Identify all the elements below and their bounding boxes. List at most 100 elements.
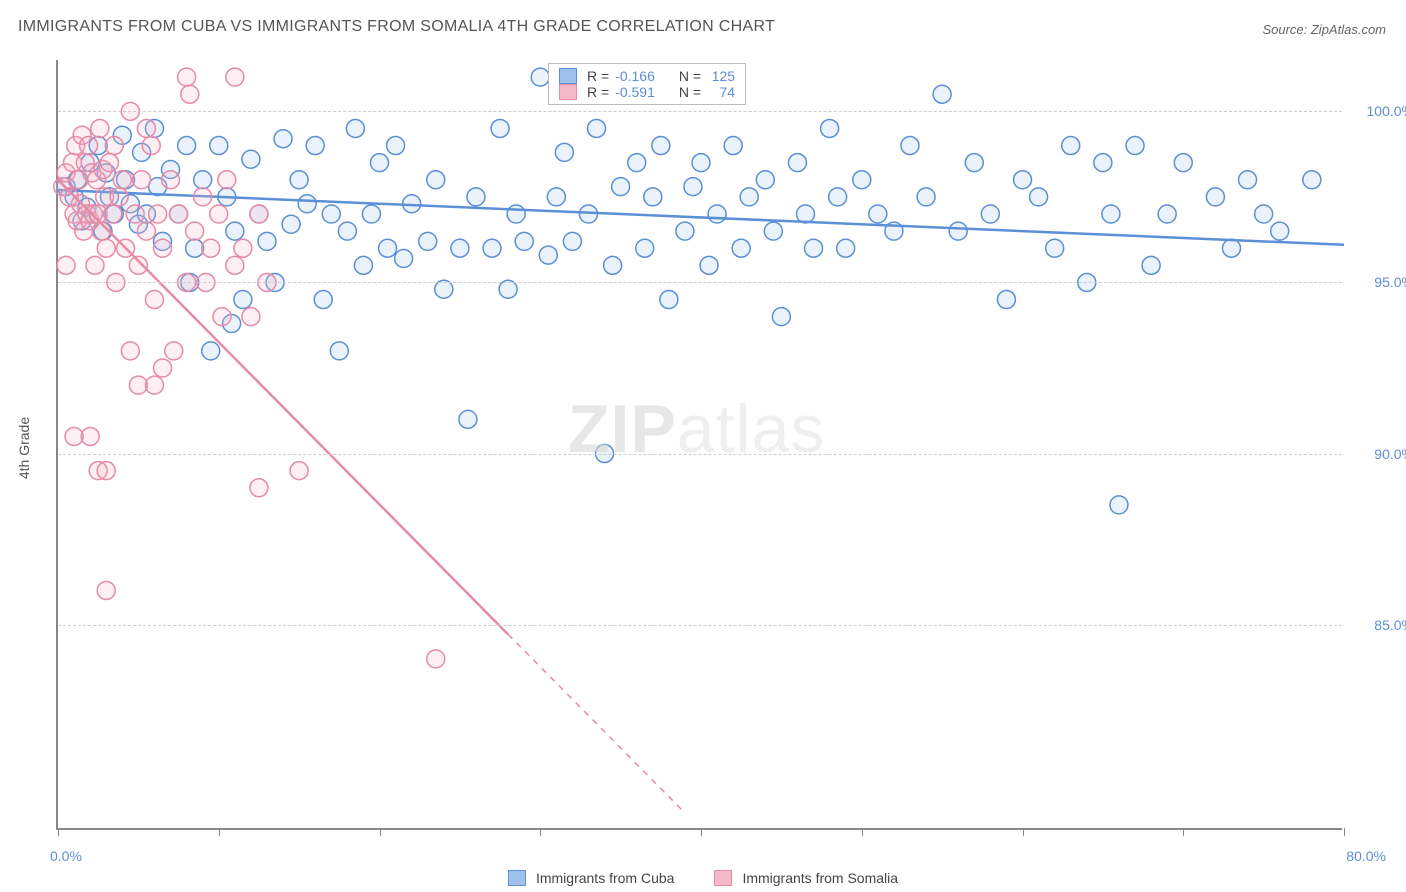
data-point [933,85,951,103]
data-point [1206,188,1224,206]
data-point [604,256,622,274]
legend-row-cuba: R = -0.166 N = 125 [559,68,735,84]
data-point [636,239,654,257]
data-point [467,188,485,206]
data-point [805,239,823,257]
xtick [701,828,702,836]
data-point [732,239,750,257]
data-point [829,188,847,206]
data-point [354,256,372,274]
bottom-legend: Immigrants from Cuba Immigrants from Som… [508,870,898,886]
data-point [1102,205,1120,223]
data-point [1222,239,1240,257]
ytick-label: 100.0% [1354,103,1406,119]
data-point [186,222,204,240]
data-point [459,410,477,428]
r-label: R = [587,68,609,84]
data-point [1142,256,1160,274]
data-point [145,291,163,309]
data-point [213,308,231,326]
data-point [178,137,196,155]
data-point [202,342,220,360]
data-point [242,308,260,326]
data-point [869,205,887,223]
grid-line [58,111,1342,112]
data-point [153,239,171,257]
data-point [129,256,147,274]
n-label: N = [679,68,701,84]
data-point [250,479,268,497]
bottom-legend-somalia-label: Immigrants from Somalia [742,870,898,886]
data-point [65,427,83,445]
data-point [145,376,163,394]
chart-title: IMMIGRANTS FROM CUBA VS IMMIGRANTS FROM … [18,18,775,36]
data-point [242,150,260,168]
data-point [362,205,380,223]
data-point [338,222,356,240]
data-point [97,581,115,599]
data-point [379,239,397,257]
data-point [1094,154,1112,172]
xtick [862,828,863,836]
data-point [330,342,348,360]
data-point [129,376,147,394]
data-point [796,205,814,223]
data-point [97,239,115,257]
data-point [965,154,983,172]
data-point [837,239,855,257]
data-point [371,154,389,172]
data-point [314,291,332,309]
data-point [202,239,220,257]
data-point [149,205,167,223]
data-point [1030,188,1048,206]
data-point [788,154,806,172]
legend-swatch-cuba [559,68,577,84]
xtick [540,828,541,836]
grid-line [58,454,1342,455]
xtick [219,828,220,836]
data-point [764,222,782,240]
data-point [210,137,228,155]
data-point [81,427,99,445]
data-point [612,178,630,196]
data-point [1062,137,1080,155]
data-point [1303,171,1321,189]
n-value-cuba: 125 [707,68,735,84]
x-max-label: 80.0% [1346,848,1386,864]
data-point [322,205,340,223]
data-point [676,222,694,240]
data-point [250,205,268,223]
data-point [981,205,999,223]
data-point [483,239,501,257]
data-point [194,188,212,206]
source-attribution: Source: ZipAtlas.com [1262,22,1386,37]
data-point [451,239,469,257]
data-point [949,222,967,240]
data-point [427,650,445,668]
data-point [226,256,244,274]
data-point [137,222,155,240]
data-point [515,232,533,250]
data-point [1174,154,1192,172]
data-point [588,119,606,137]
correlation-legend: R = -0.166 N = 125 R = -0.591 N = 74 [548,63,746,105]
data-point [86,256,104,274]
data-point [628,154,646,172]
xtick [380,828,381,836]
data-point [740,188,758,206]
data-point [427,171,445,189]
data-point [531,68,549,86]
data-point [684,178,702,196]
data-point [1126,137,1144,155]
data-point [186,239,204,257]
data-point [153,359,171,377]
data-point [901,137,919,155]
r-value-somalia: -0.591 [615,84,655,100]
data-point [491,119,509,137]
chart-svg [58,60,1344,830]
data-point [1014,171,1032,189]
data-point [290,462,308,480]
grid-line [58,282,1342,283]
data-point [142,137,160,155]
data-point [181,85,199,103]
